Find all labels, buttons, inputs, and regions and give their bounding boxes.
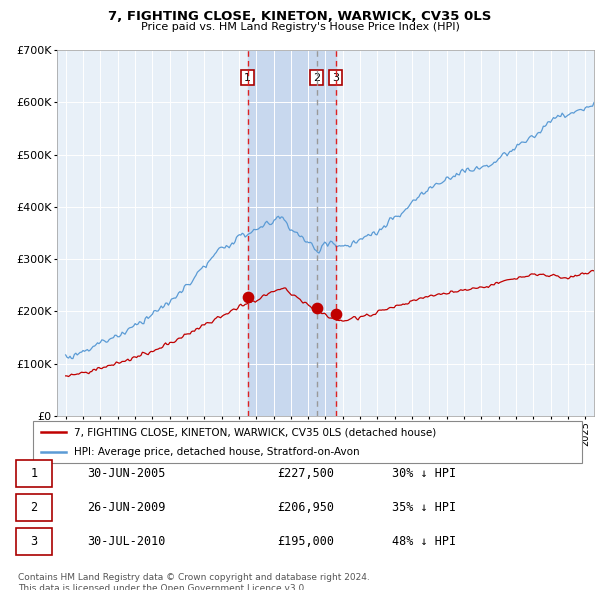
Text: £206,950: £206,950	[277, 501, 334, 514]
FancyBboxPatch shape	[33, 421, 582, 463]
Text: £195,000: £195,000	[277, 535, 334, 548]
Text: 30% ↓ HPI: 30% ↓ HPI	[392, 467, 456, 480]
FancyBboxPatch shape	[16, 528, 52, 555]
FancyBboxPatch shape	[16, 494, 52, 520]
Text: HPI: Average price, detached house, Stratford-on-Avon: HPI: Average price, detached house, Stra…	[74, 447, 360, 457]
Text: 30-JUN-2005: 30-JUN-2005	[87, 467, 165, 480]
Text: 2: 2	[313, 73, 320, 83]
Text: £227,500: £227,500	[277, 467, 334, 480]
Point	[312, 303, 322, 313]
Text: 1: 1	[31, 467, 37, 480]
Text: 7, FIGHTING CLOSE, KINETON, WARWICK, CV35 0LS (detached house): 7, FIGHTING CLOSE, KINETON, WARWICK, CV3…	[74, 427, 436, 437]
FancyBboxPatch shape	[16, 460, 52, 487]
Text: Contains HM Land Registry data © Crown copyright and database right 2024.
This d: Contains HM Land Registry data © Crown c…	[18, 573, 370, 590]
Text: 48% ↓ HPI: 48% ↓ HPI	[392, 535, 456, 548]
Text: Price paid vs. HM Land Registry's House Price Index (HPI): Price paid vs. HM Land Registry's House …	[140, 22, 460, 32]
Text: 2: 2	[31, 501, 37, 514]
Point	[331, 309, 340, 319]
Point	[243, 293, 253, 302]
Text: 26-JUN-2009: 26-JUN-2009	[87, 501, 165, 514]
Text: 1: 1	[244, 73, 251, 83]
Bar	[248, 50, 335, 416]
Text: 30-JUL-2010: 30-JUL-2010	[87, 535, 165, 548]
Text: 7, FIGHTING CLOSE, KINETON, WARWICK, CV35 0LS: 7, FIGHTING CLOSE, KINETON, WARWICK, CV3…	[109, 10, 491, 23]
Text: 3: 3	[332, 73, 339, 83]
Text: 35% ↓ HPI: 35% ↓ HPI	[392, 501, 456, 514]
Text: 3: 3	[31, 535, 37, 548]
